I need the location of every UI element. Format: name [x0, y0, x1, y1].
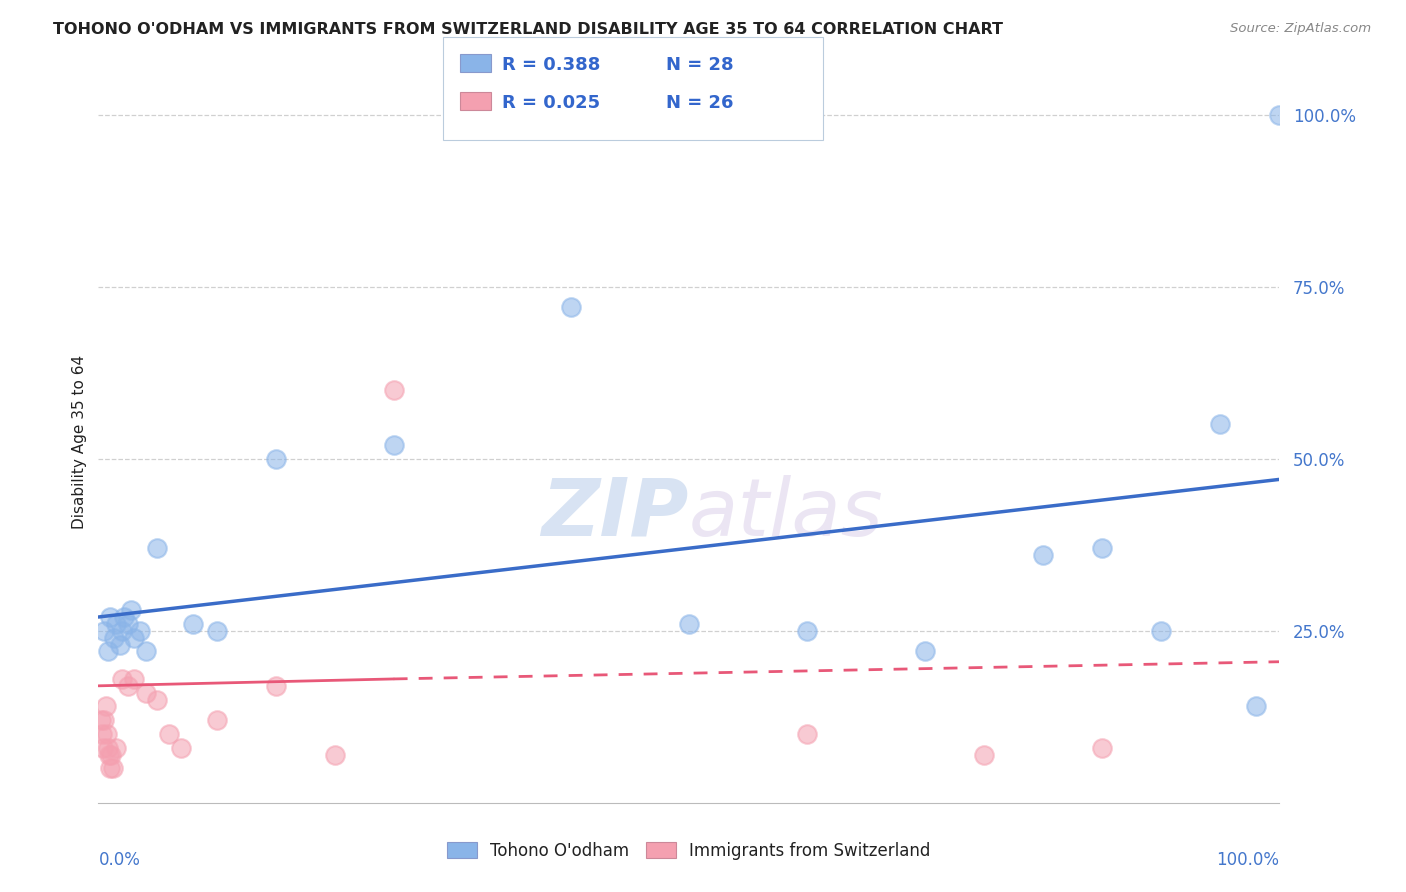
- Point: [157, 727, 180, 741]
- Point: [105, 740, 128, 755]
- Text: TOHONO O'ODHAM VS IMMIGRANTS FROM SWITZERLAND DISABILITY AGE 35 TO 64 CORRELATIO: TOHONO O'ODHAM VS IMMIGRANTS FROM SWITZE…: [53, 22, 1004, 37]
- Point: [128, 624, 150, 638]
- Point: [117, 616, 139, 631]
- Point: [105, 616, 128, 631]
- Point: [323, 747, 346, 762]
- Point: [93, 624, 115, 638]
- Point: [205, 624, 228, 638]
- Point: [122, 672, 145, 686]
- Point: [1150, 624, 1173, 638]
- Text: N = 26: N = 26: [666, 95, 734, 112]
- Point: [98, 747, 121, 762]
- Point: [100, 747, 122, 762]
- Text: 0.0%: 0.0%: [98, 851, 141, 869]
- Point: [1244, 699, 1267, 714]
- Point: [560, 301, 582, 315]
- Point: [135, 686, 157, 700]
- Point: [205, 713, 228, 727]
- Point: [117, 679, 139, 693]
- Point: [135, 644, 157, 658]
- Point: [96, 727, 118, 741]
- Point: [98, 761, 121, 775]
- Point: [108, 638, 131, 652]
- Point: [1268, 108, 1291, 122]
- Point: [103, 631, 125, 645]
- Text: R = 0.025: R = 0.025: [502, 95, 600, 112]
- Point: [170, 740, 193, 755]
- Point: [122, 631, 145, 645]
- Point: [121, 603, 143, 617]
- Text: atlas: atlas: [689, 475, 884, 553]
- Point: [97, 740, 120, 755]
- Point: [111, 624, 134, 638]
- Point: [94, 699, 117, 714]
- Text: 100.0%: 100.0%: [1216, 851, 1279, 869]
- Point: [91, 740, 114, 755]
- Text: Source: ZipAtlas.com: Source: ZipAtlas.com: [1230, 22, 1371, 36]
- Point: [101, 761, 124, 775]
- Point: [1091, 740, 1114, 755]
- Point: [973, 747, 995, 762]
- Point: [382, 438, 405, 452]
- Text: N = 28: N = 28: [666, 56, 734, 74]
- Legend: Tohono O'odham, Immigrants from Switzerland: Tohono O'odham, Immigrants from Switzerl…: [440, 836, 938, 867]
- Point: [678, 616, 700, 631]
- Point: [264, 679, 287, 693]
- Point: [146, 692, 169, 706]
- Point: [1209, 417, 1232, 432]
- Point: [98, 610, 121, 624]
- Point: [264, 451, 287, 466]
- Point: [1091, 541, 1114, 556]
- Point: [796, 727, 818, 741]
- Point: [112, 610, 135, 624]
- Point: [796, 624, 818, 638]
- Point: [1032, 548, 1054, 562]
- Point: [93, 713, 115, 727]
- Point: [181, 616, 204, 631]
- Point: [111, 672, 134, 686]
- Text: R = 0.388: R = 0.388: [502, 56, 600, 74]
- Point: [914, 644, 936, 658]
- Point: [90, 713, 112, 727]
- Point: [382, 383, 405, 397]
- Text: ZIP: ZIP: [541, 475, 689, 553]
- Point: [146, 541, 169, 556]
- Point: [91, 727, 114, 741]
- Point: [97, 644, 120, 658]
- Y-axis label: Disability Age 35 to 64: Disability Age 35 to 64: [72, 354, 87, 529]
